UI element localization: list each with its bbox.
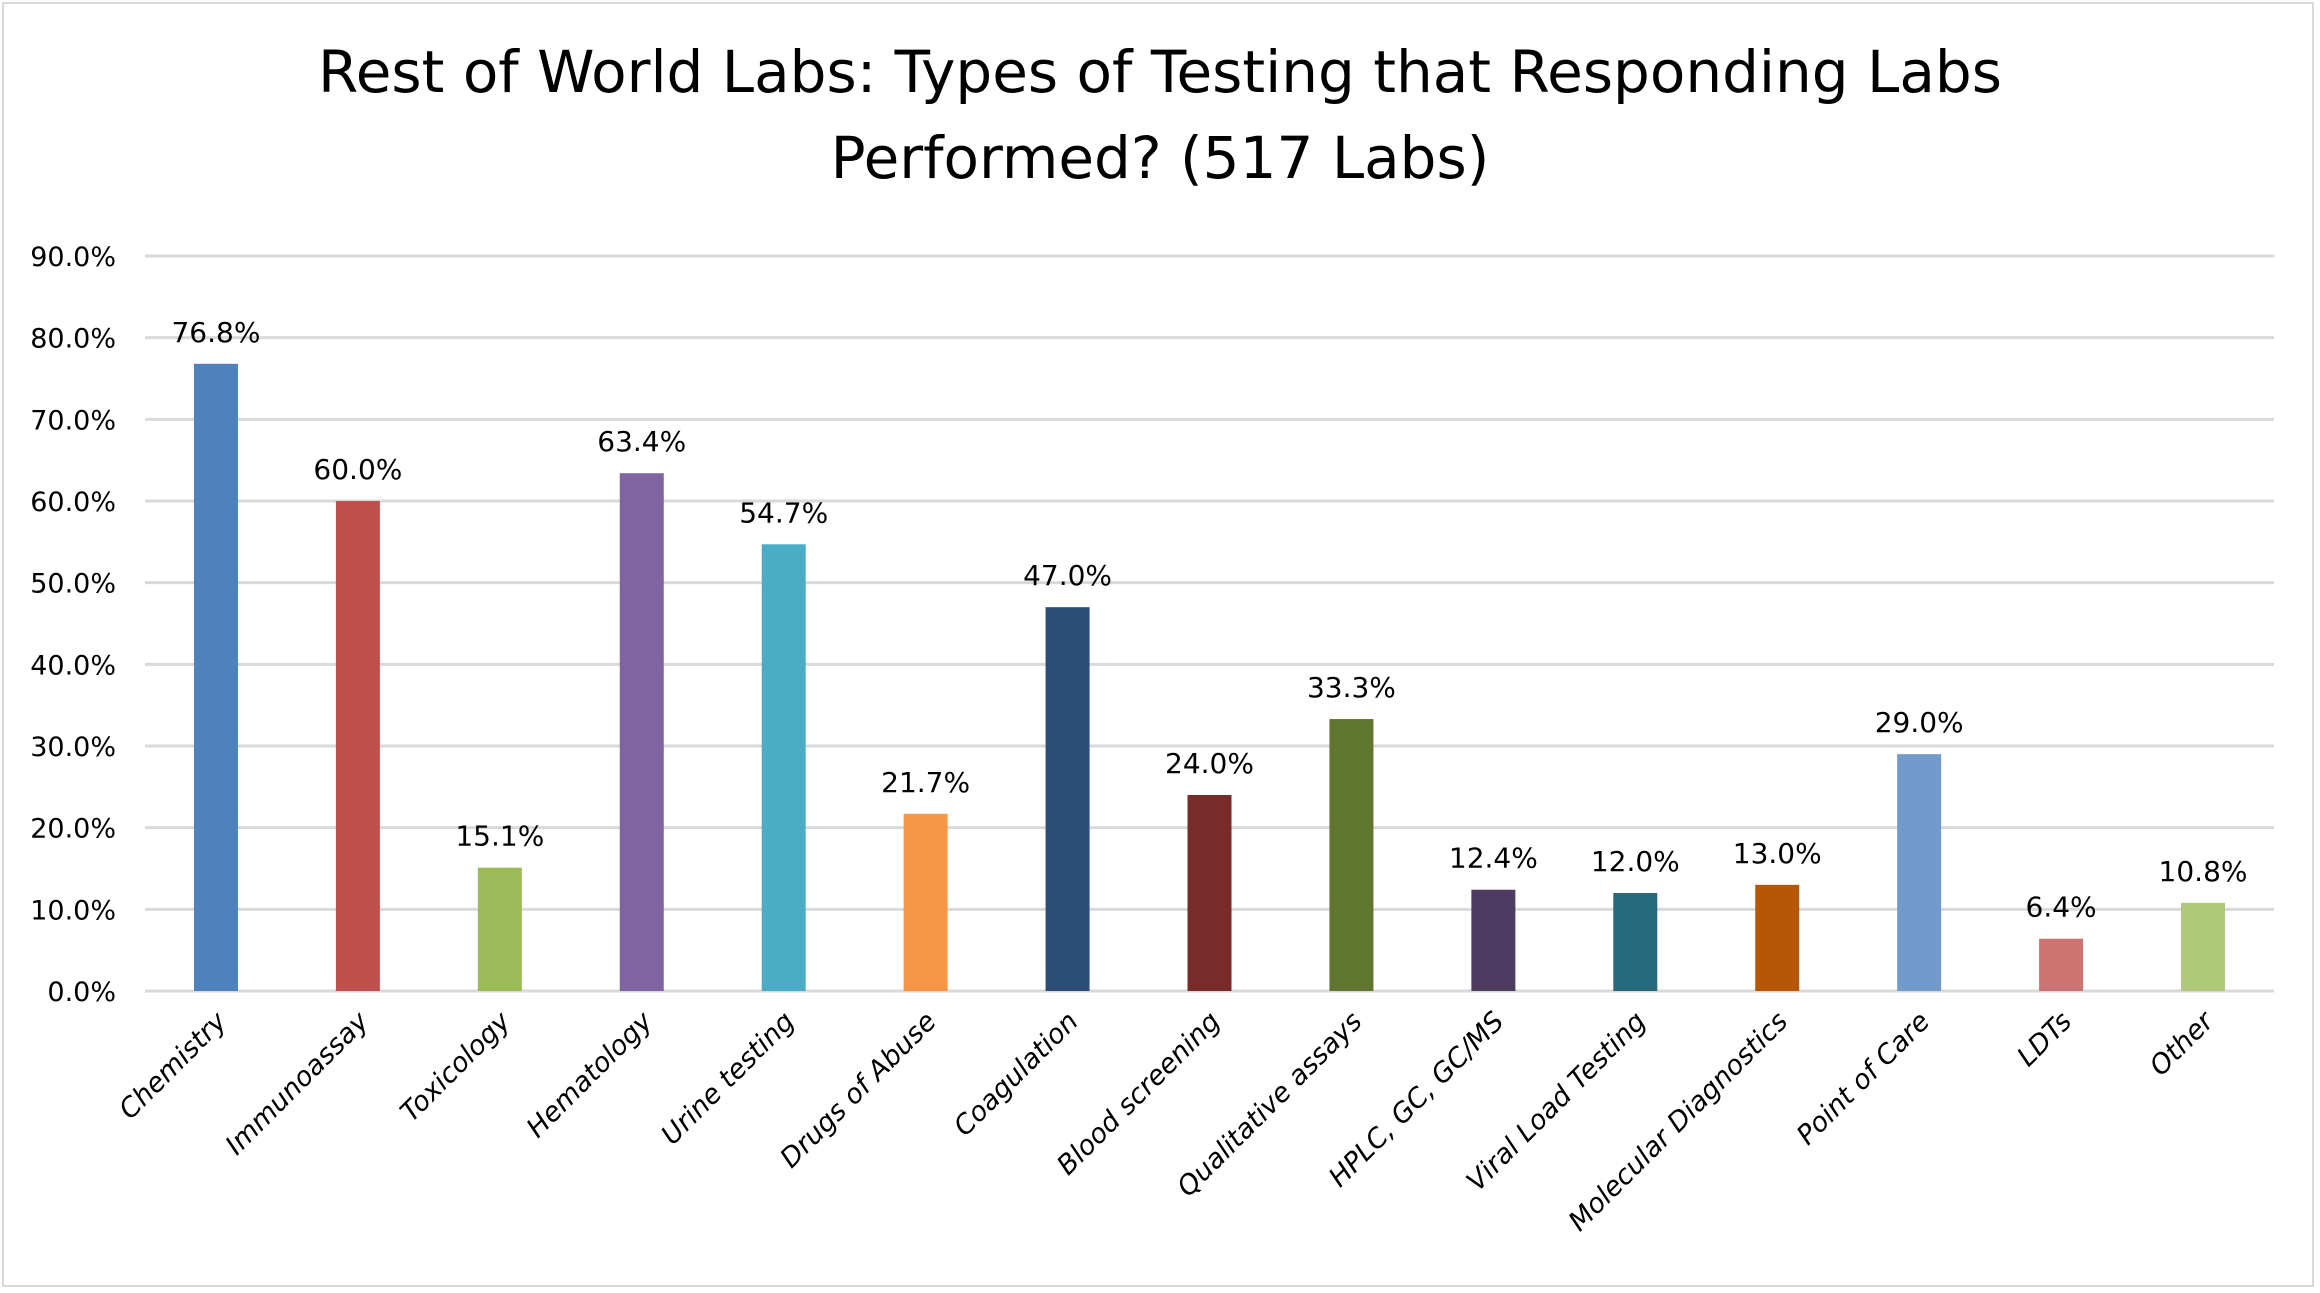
data-label: 24.0% (1165, 747, 1254, 780)
data-label: 29.0% (1875, 706, 1964, 739)
data-label: 76.8% (171, 316, 260, 349)
y-tick-label: 50.0% (30, 569, 116, 600)
bar (193, 363, 238, 991)
x-category-label: LDTs (2011, 1006, 2078, 1073)
data-label: 63.4% (597, 425, 686, 458)
data-label: 60.0% (313, 453, 402, 486)
x-category-label: Coagulation (948, 1006, 1084, 1142)
x-category-label: Toxicology (395, 1005, 518, 1128)
y-tick-label: 0.0% (47, 977, 116, 1008)
data-label: 33.3% (1307, 671, 1396, 704)
bar (761, 544, 806, 991)
x-category-label: Hematology (521, 1005, 660, 1144)
x-category-label: Drugs of Abuse (774, 1006, 942, 1174)
data-label: 12.0% (1591, 845, 1680, 878)
data-label: 21.7% (881, 766, 970, 799)
bar (1187, 795, 1232, 991)
x-category-label: Point of Care (1791, 1006, 1936, 1151)
y-tick-label: 40.0% (30, 650, 116, 681)
data-label: 54.7% (739, 496, 828, 529)
x-category-label: Other (2144, 1005, 2221, 1082)
x-category-label: Immunoassay (220, 1005, 376, 1161)
bar (2039, 938, 2084, 991)
bar (1045, 607, 1090, 991)
y-tick-label: 90.0% (30, 242, 116, 273)
data-label: 10.8% (2159, 855, 2248, 888)
data-label: 12.4% (1449, 842, 1538, 875)
chart-title-line-1: Rest of World Labs: Types of Testing tha… (318, 38, 2002, 106)
bar (1613, 893, 1658, 991)
x-category-label: Chemistry (113, 1005, 233, 1125)
bar (903, 813, 948, 991)
bar (1471, 889, 1516, 991)
y-tick-label: 60.0% (30, 487, 116, 518)
chart-title-line-2: Performed? (517 Labs) (831, 124, 1490, 192)
bar (477, 867, 522, 991)
bar (2181, 902, 2226, 991)
y-tick-label: 30.0% (30, 732, 116, 763)
data-label: 47.0% (1023, 559, 1112, 592)
y-tick-label: 70.0% (30, 405, 116, 436)
y-tick-label: 10.0% (30, 895, 116, 926)
bar (1897, 754, 1942, 991)
bar (1755, 884, 1800, 991)
y-tick-label: 80.0% (30, 324, 116, 355)
data-label: 13.0% (1733, 837, 1822, 870)
bar (619, 473, 664, 991)
x-category-label: Urine testing (655, 1006, 800, 1151)
y-tick-label: 20.0% (30, 814, 116, 845)
bar (335, 501, 380, 991)
bar (1329, 719, 1374, 991)
data-label: 6.4% (2026, 891, 2097, 924)
data-label: 15.1% (455, 820, 544, 853)
